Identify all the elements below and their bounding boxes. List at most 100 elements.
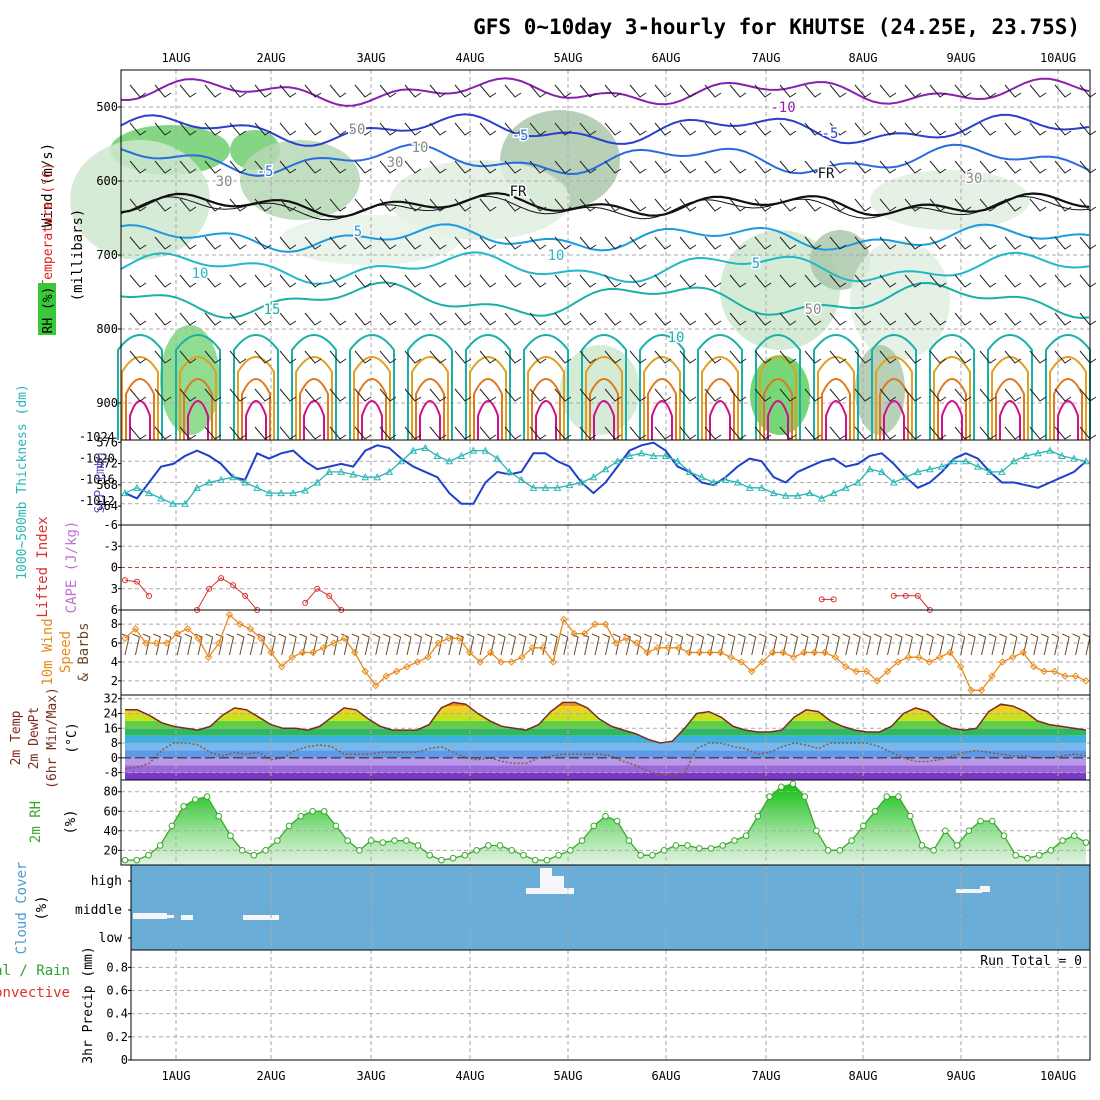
wind-barb — [404, 312, 422, 326]
wind-barb — [404, 198, 422, 212]
wind-barb — [154, 350, 172, 364]
rh-point — [918, 842, 926, 849]
rh-shading — [850, 240, 950, 360]
thickness-point — [565, 481, 574, 489]
wind-barb — [629, 198, 647, 212]
wind-barb — [554, 198, 572, 212]
wind-barb — [354, 84, 372, 98]
thickness-point — [613, 457, 622, 465]
wind-barb — [654, 84, 672, 98]
wind-tick-label: 2 — [111, 674, 118, 688]
wind-barb — [979, 122, 997, 136]
date-label-top: 1AUG — [162, 51, 191, 65]
contour-label: -5 — [512, 128, 529, 144]
thickness-point — [950, 457, 958, 465]
isotherm-loop — [1045, 334, 1091, 440]
temp-color-band — [125, 728, 1086, 736]
wind-barb — [779, 388, 797, 402]
cloud-fraction-bar — [166, 915, 174, 918]
thickness-point — [865, 465, 874, 473]
wind-barb — [979, 388, 997, 402]
wind-barb — [679, 388, 697, 402]
y-axis-label: SLP (mb) — [93, 451, 108, 514]
wind-barb — [1004, 198, 1022, 212]
wind-barb — [554, 388, 572, 402]
surface-wind-barb — [623, 633, 631, 656]
surface-wind-barb — [1030, 633, 1039, 656]
surface-wind-barb — [738, 633, 746, 656]
wind-speed-point — [1061, 672, 1069, 680]
surface-wind-barb — [873, 633, 882, 656]
thickness-point — [385, 467, 394, 475]
surface-wind-barb — [278, 633, 287, 656]
y-axis-label-part: 10m Wind — [40, 618, 56, 685]
surface-wind-barb — [215, 633, 224, 656]
isotherm-loop — [821, 378, 851, 440]
isotherm-loop — [299, 378, 329, 440]
y-axis-label: (%) — [63, 809, 79, 834]
wind-barb — [329, 122, 347, 136]
temp-color-band — [125, 750, 1086, 758]
isotherm-loop — [241, 378, 271, 440]
wind-barb — [854, 350, 872, 364]
thickness-point — [649, 451, 658, 459]
rh-point — [379, 839, 387, 846]
wind-barb — [654, 426, 672, 440]
wind-barb — [754, 350, 772, 364]
thickness-point — [361, 473, 370, 481]
wind-barb — [529, 312, 547, 326]
thickness-point — [1058, 451, 1066, 459]
rh-point — [602, 812, 609, 820]
wind-barb — [729, 388, 747, 402]
wind-barb — [504, 388, 522, 402]
li-tick-label: 0 — [111, 561, 118, 575]
wind-barb — [429, 198, 447, 212]
thickness-point — [709, 478, 718, 486]
y-axis-label-part: (%) — [34, 895, 50, 920]
rh-point — [848, 837, 855, 844]
isotherm-loop — [871, 334, 917, 440]
wind-speed-point — [267, 648, 275, 657]
wind-barb — [704, 236, 722, 250]
thickness-point — [541, 483, 550, 491]
thickness-point — [697, 473, 706, 481]
surface-wind-barb — [153, 633, 161, 656]
wind-barb — [929, 312, 947, 326]
wind-barb — [429, 122, 447, 136]
wind-barb — [904, 84, 922, 98]
temp-line — [125, 701, 1087, 744]
isotherm-loop — [303, 400, 325, 440]
contour-label: 5 — [752, 256, 760, 272]
wind-barb — [829, 388, 847, 402]
wind-barb — [154, 274, 172, 288]
surface-wind-barb — [602, 633, 611, 656]
wind-speed-point — [183, 625, 192, 633]
isotherm-loop — [991, 356, 1029, 440]
wind-speed-point — [340, 634, 349, 643]
rh-point — [871, 807, 879, 815]
wind-barb — [229, 198, 247, 212]
rh-point — [238, 847, 246, 854]
wind-barb — [479, 388, 497, 402]
isotherm-loop — [995, 378, 1025, 440]
rh-point — [824, 847, 832, 854]
wind-barb — [654, 198, 672, 212]
precip-tick-label: 0.6 — [106, 984, 128, 998]
wind-barb — [279, 312, 297, 326]
thickness-point — [577, 478, 586, 486]
rh-shading — [240, 140, 360, 220]
cloud-fraction-bar — [980, 886, 990, 892]
wind-barb — [554, 84, 572, 98]
wind-barb — [204, 84, 222, 98]
wind-barb — [529, 84, 547, 98]
wind-barb — [329, 388, 347, 402]
li-line — [304, 588, 342, 611]
wind-barb — [829, 426, 847, 440]
wind-speed-point — [633, 639, 641, 647]
cloud-fraction-bar — [552, 876, 564, 894]
contour-label: -5 — [257, 164, 274, 180]
thickness-point — [373, 473, 382, 481]
wind-speed-point — [518, 653, 526, 661]
isotherm-loop — [473, 378, 503, 440]
wind-barb — [604, 388, 622, 402]
